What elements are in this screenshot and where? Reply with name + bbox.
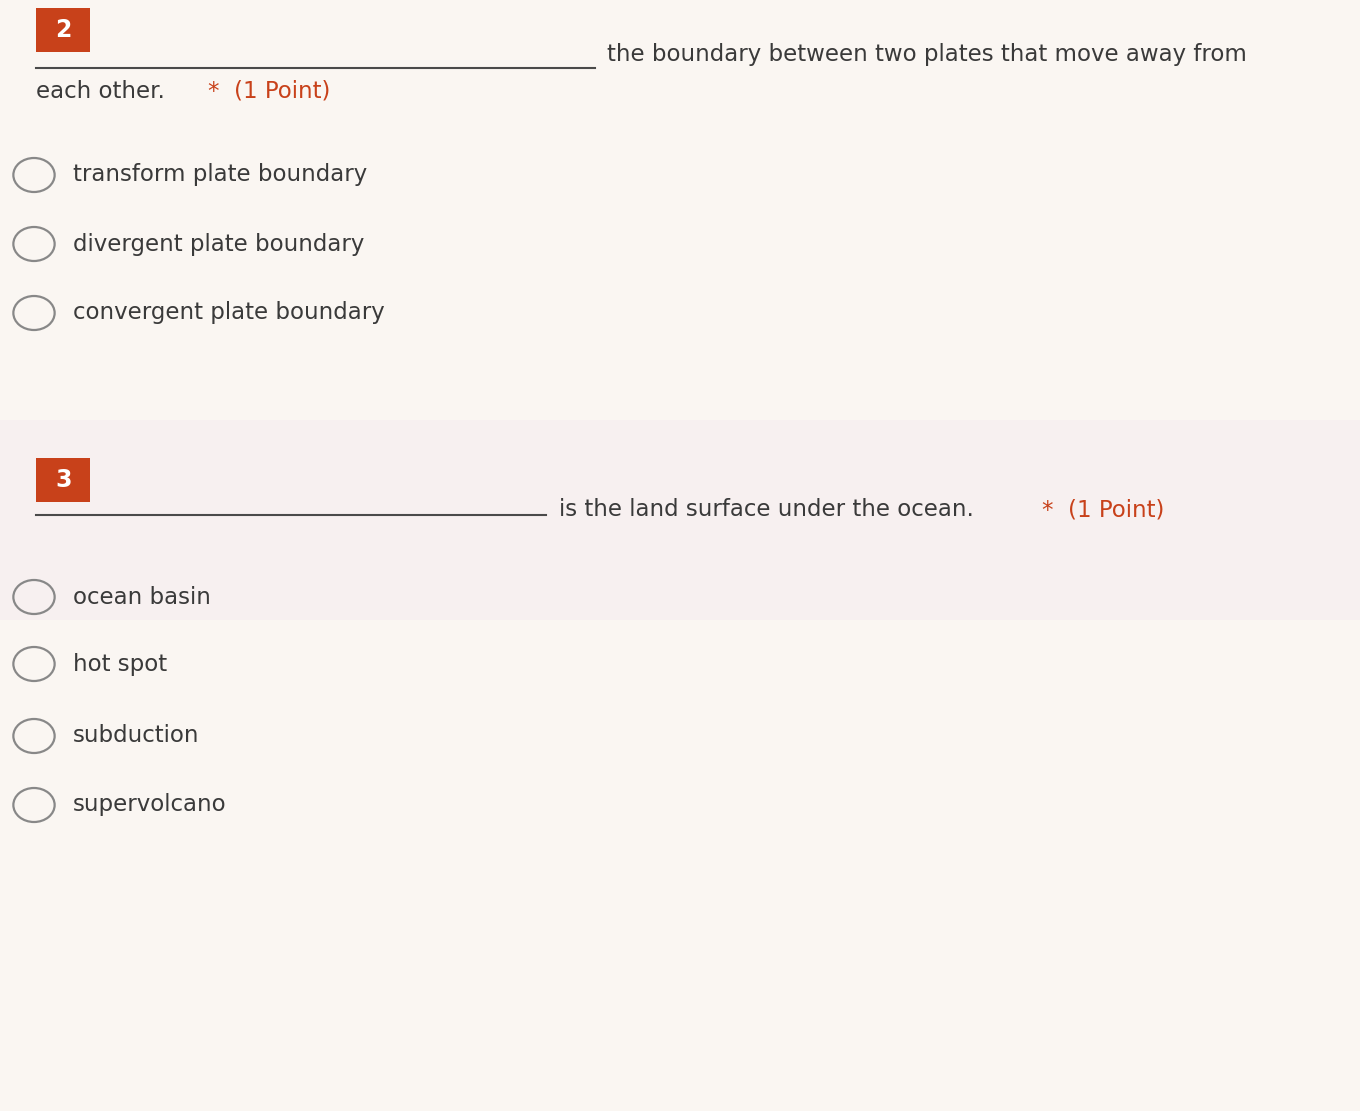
Text: 3: 3: [54, 468, 71, 492]
Text: *  (1 Point): * (1 Point): [1042, 499, 1164, 521]
Text: is the land surface under the ocean.: is the land surface under the ocean.: [559, 499, 974, 521]
Text: the boundary between two plates that move away from: the boundary between two plates that mov…: [607, 43, 1247, 67]
Bar: [37, 458, 90, 502]
Text: supervolcano: supervolcano: [73, 793, 227, 817]
Text: hot spot: hot spot: [73, 652, 167, 675]
Text: divergent plate boundary: divergent plate boundary: [73, 232, 364, 256]
Text: 2: 2: [54, 18, 71, 42]
Bar: [0, 420, 1360, 620]
Bar: [37, 8, 90, 52]
Text: transform plate boundary: transform plate boundary: [73, 163, 367, 187]
Text: convergent plate boundary: convergent plate boundary: [73, 301, 385, 324]
Text: *  (1 Point): * (1 Point): [208, 80, 330, 102]
Text: each other.: each other.: [37, 80, 166, 102]
Text: subduction: subduction: [73, 724, 200, 748]
Text: ocean basin: ocean basin: [73, 585, 211, 609]
